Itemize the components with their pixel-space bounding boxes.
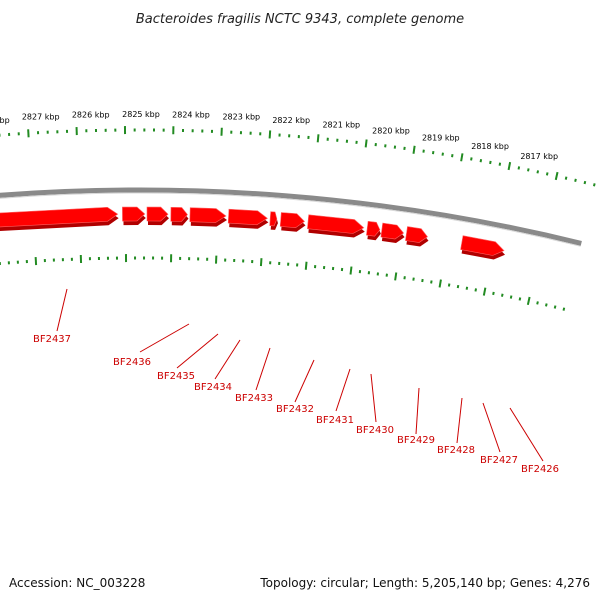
gene-label: BF2437 xyxy=(33,334,71,345)
major-tick xyxy=(364,139,368,148)
gene-label: BF2426 xyxy=(521,464,559,475)
tick-label: 2822 kbp xyxy=(272,116,310,125)
topology-summary: Topology: circular; Length: 5,205,140 bp… xyxy=(260,576,590,590)
backbone-line xyxy=(0,187,582,246)
gene-label: BF2433 xyxy=(235,393,273,404)
gene-label: BF2429 xyxy=(397,435,435,446)
gene-label: BF2436 xyxy=(113,357,151,368)
gene-label: BF2434 xyxy=(194,382,232,393)
gene-arrow xyxy=(227,208,268,226)
major-tick xyxy=(438,279,442,288)
tick-label: 2826 kbp xyxy=(72,111,110,120)
gene-arrow xyxy=(122,206,146,222)
tick-label: 2827 kbp xyxy=(22,113,60,122)
genome-backbone xyxy=(0,187,582,247)
gene-arrow xyxy=(460,235,505,256)
gene-arrow xyxy=(146,206,169,222)
minor-tick xyxy=(474,288,478,292)
gene-arrow xyxy=(189,207,227,223)
gene-leader-line xyxy=(214,339,241,380)
tick-label: 2825 kbp xyxy=(122,110,160,119)
gene-label: BF2430 xyxy=(356,425,394,436)
major-tick xyxy=(482,287,487,296)
major-tick xyxy=(349,266,353,275)
gene-label: BF2428 xyxy=(437,445,475,456)
gene-arrow xyxy=(279,212,305,229)
minor-tick xyxy=(447,283,451,287)
major-tick xyxy=(507,161,512,171)
tick-label: 2824 kbp xyxy=(172,111,210,120)
gene-leader-line xyxy=(456,397,463,444)
gene-leader-line xyxy=(139,323,190,353)
minor-tick xyxy=(544,303,548,307)
gene-leader-line xyxy=(335,368,351,412)
tick-label: 2819 kbp xyxy=(422,134,460,143)
gene-label: BF2432 xyxy=(276,404,314,415)
minor-tick xyxy=(489,160,492,165)
major-tick xyxy=(268,130,272,139)
gene-arrow xyxy=(0,206,119,228)
major-tick xyxy=(412,145,416,154)
gene-label: BF2431 xyxy=(316,415,354,426)
tick-label: 2817 kbp xyxy=(520,152,558,161)
inner-tick-ring xyxy=(0,254,566,311)
gene-leader-line xyxy=(370,373,377,423)
gene-arrow xyxy=(307,214,365,234)
gene-arrow xyxy=(269,211,278,227)
backbone-highlight xyxy=(0,192,581,247)
minor-tick xyxy=(470,157,473,161)
minor-tick xyxy=(517,166,521,170)
tick-label-group: 2828 kbp 2827 kbp 2826 kbp 2825 kbp 2824 kbp… xyxy=(0,110,558,161)
minor-tick xyxy=(479,159,483,163)
gene-leader-line xyxy=(294,359,315,403)
major-tick xyxy=(554,171,559,181)
minor-tick xyxy=(564,176,568,180)
gene-leader-line xyxy=(482,402,501,453)
gene-label: BF2435 xyxy=(157,371,195,382)
major-tick xyxy=(304,261,308,270)
minor-tick xyxy=(562,307,566,311)
minor-tick xyxy=(553,305,557,309)
major-tick xyxy=(259,258,263,267)
minor-tick xyxy=(492,291,495,296)
major-tick xyxy=(316,134,320,143)
tick-label: 2821 kbp xyxy=(322,121,360,130)
tick-label: 2820 kbp xyxy=(372,127,410,136)
major-tick xyxy=(460,153,464,162)
tick-label: 2818 kbp xyxy=(471,142,509,151)
accession-text: Accession: NC_003228 xyxy=(9,576,146,590)
gene-arrow xyxy=(405,226,428,243)
tick-label: 2823 kbp xyxy=(222,113,260,122)
minor-tick xyxy=(592,183,596,187)
gene-track xyxy=(0,206,505,260)
gene-leader-line xyxy=(509,407,544,462)
major-tick xyxy=(394,272,398,281)
gene-label: BF2427 xyxy=(480,455,518,466)
minor-tick xyxy=(509,295,513,299)
minor-tick xyxy=(574,178,577,183)
minor-tick xyxy=(456,284,460,289)
map-title: Bacteroides fragilis NCTC 9343, complete… xyxy=(136,12,464,27)
gene-arrow xyxy=(380,222,405,240)
minor-tick xyxy=(518,297,522,301)
minor-tick xyxy=(583,180,587,185)
gene-leader-line xyxy=(415,387,420,435)
gene-leader-line xyxy=(255,347,271,391)
gene-label-group: BF2437BF2436BF2435BF2434BF2433BF2432BF24… xyxy=(33,288,559,475)
major-tick xyxy=(526,296,531,306)
minor-tick xyxy=(500,293,504,297)
minor-tick xyxy=(545,172,549,176)
outer-tick-ring xyxy=(0,126,596,187)
minor-tick xyxy=(536,301,539,305)
gene-leader-line xyxy=(176,333,219,369)
gene-arrow xyxy=(170,206,188,222)
minor-tick xyxy=(465,286,469,290)
minor-tick xyxy=(527,168,530,172)
minor-tick xyxy=(536,170,540,174)
gene-leader-line xyxy=(56,288,68,332)
minor-tick xyxy=(498,162,502,166)
tick-label: 2828 kbp xyxy=(0,116,10,125)
gene-arrow xyxy=(366,220,381,237)
